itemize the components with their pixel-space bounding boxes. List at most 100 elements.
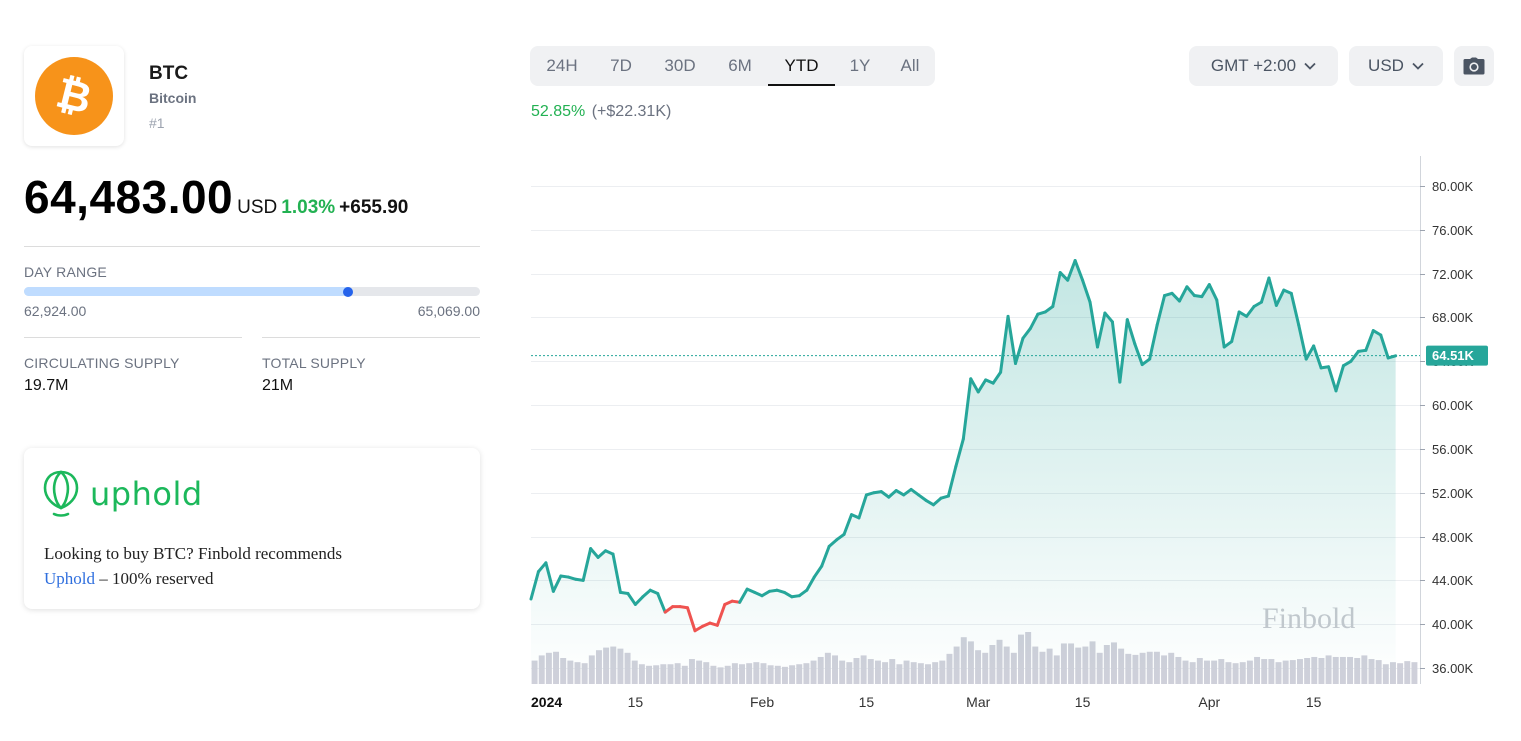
y-tick-label: 40.00K <box>1432 617 1474 632</box>
tab-1y[interactable]: 1Y <box>849 56 871 75</box>
uphold-logo[interactable]: uphold <box>42 468 203 520</box>
price-line-segment <box>1177 285 1189 303</box>
price-line-segment <box>1185 285 1196 298</box>
price-line-segment <box>909 487 921 497</box>
price-line-segment <box>1386 354 1398 360</box>
price-line-segment <box>1207 283 1219 302</box>
volume-bar <box>1404 661 1411 684</box>
y-tick-label: 60.00K <box>1432 398 1474 413</box>
screenshot-button[interactable] <box>1454 46 1494 86</box>
x-tick-label: 15 <box>1306 694 1322 710</box>
day-range-low: 62,924.00 <box>24 303 87 319</box>
price-line-segment <box>1021 326 1032 340</box>
price-line-segment <box>656 592 667 614</box>
y-tick-label: 72.00K <box>1432 267 1474 282</box>
price-line-segment <box>797 588 809 598</box>
price-line-segment <box>1103 311 1114 324</box>
uphold-link[interactable]: Uphold <box>44 569 95 588</box>
price-line-segment <box>1028 312 1040 330</box>
tab-6m[interactable]: 6M <box>728 56 752 75</box>
currency-select[interactable]: USD <box>1349 46 1443 86</box>
x-tick-label: 2024 <box>531 694 562 710</box>
volume-bar <box>1397 663 1404 684</box>
chevron-down-icon <box>1412 62 1424 70</box>
x-tick-label: 15 <box>628 694 644 710</box>
price-line-segment <box>529 570 540 601</box>
day-range-bar <box>24 286 480 297</box>
currency-value: USD <box>1368 56 1404 75</box>
circulating-supply-label: CIRCULATING SUPPLY <box>24 355 180 371</box>
price-line-segment <box>1274 288 1286 307</box>
price-change-percent: 1.03% <box>281 197 336 218</box>
price-change-absolute: +655.90 <box>339 197 409 218</box>
day-range-high: 65,069.00 <box>417 303 480 319</box>
camera-icon <box>1463 57 1485 75</box>
promo-text-tail: – 100% reserved <box>95 569 214 588</box>
period-change: 52.85% (+$22.31K) <box>531 103 671 121</box>
price-line-segment <box>1230 310 1241 344</box>
price-line-segment <box>663 605 675 614</box>
price-line-segment <box>626 592 637 606</box>
divider <box>24 337 242 338</box>
price-line-segment <box>1312 344 1323 370</box>
price-row: 64,483.00 USD 1.03% +655.90 <box>24 170 408 224</box>
price-line-segment <box>969 377 980 394</box>
y-tick-label: 80.00K <box>1432 179 1474 194</box>
price-line-segment <box>1066 258 1077 282</box>
period-change-percent: 52.85% <box>531 103 586 120</box>
y-tick-label: 52.00K <box>1432 486 1474 501</box>
timezone-select[interactable]: GMT +2:00 <box>1189 46 1338 86</box>
price-line-segment <box>715 602 727 627</box>
tab-30d[interactable]: 30D <box>664 56 696 75</box>
divider <box>24 246 480 247</box>
price-line-segment <box>1088 300 1099 349</box>
price-line-segment <box>1058 271 1070 282</box>
uphold-brand-text: uphold <box>90 475 203 513</box>
coin-logo: ₿ <box>24 46 124 146</box>
price-line-segment <box>1125 318 1137 346</box>
price-line-segment <box>1073 258 1085 282</box>
price-line-segment <box>1110 320 1122 384</box>
price-line-segment <box>1259 276 1271 304</box>
tab-24h[interactable]: 24H <box>546 56 578 75</box>
x-tick-label: 15 <box>859 694 875 710</box>
coin-rank: #1 <box>149 115 165 131</box>
y-tick-label: 48.00K <box>1432 530 1474 545</box>
price-line-segment <box>611 552 622 594</box>
period-change-absolute: (+$22.31K) <box>591 103 672 120</box>
y-tick-label: 56.00K <box>1432 442 1474 457</box>
price-line-segment <box>835 532 846 542</box>
price-line-segment <box>1006 314 1017 365</box>
divider <box>262 337 480 338</box>
tab-ytd[interactable]: YTD <box>768 46 835 86</box>
tab-all[interactable]: All <box>900 56 920 75</box>
price-currency: USD <box>237 197 278 218</box>
price-line-segment <box>1081 278 1092 304</box>
tab-7d[interactable]: 7D <box>610 56 632 75</box>
total-supply-value: 21M <box>262 377 294 394</box>
y-tick-label: 36.00K <box>1432 661 1474 676</box>
price-line-segment <box>1215 298 1226 349</box>
price-line-segment <box>1140 357 1152 367</box>
price-line-segment <box>1170 291 1181 303</box>
promo-card[interactable]: uphold Looking to buy BTC? Finbold recom… <box>24 448 480 609</box>
price-line-segment <box>1327 365 1338 393</box>
price-line-segment <box>1148 323 1159 361</box>
price-line-segment <box>1267 276 1278 307</box>
price-line-segment <box>1095 311 1107 349</box>
price-line-segment <box>581 547 593 582</box>
x-tick-label: Apr <box>1198 694 1220 710</box>
price-line-segment <box>879 490 891 499</box>
price-line-segment <box>544 561 555 593</box>
price-line-segment <box>842 513 854 536</box>
uphold-icon <box>43 470 79 517</box>
price-line-segment <box>902 487 913 497</box>
price-line-segment <box>1349 349 1360 363</box>
price-line-segment <box>551 574 563 593</box>
price-line-segment <box>1289 291 1301 327</box>
price-line-segment <box>932 496 943 507</box>
price-line-segment <box>633 595 645 606</box>
price-line-segment <box>1379 333 1390 360</box>
current-price: 64,483.00 <box>24 171 234 223</box>
